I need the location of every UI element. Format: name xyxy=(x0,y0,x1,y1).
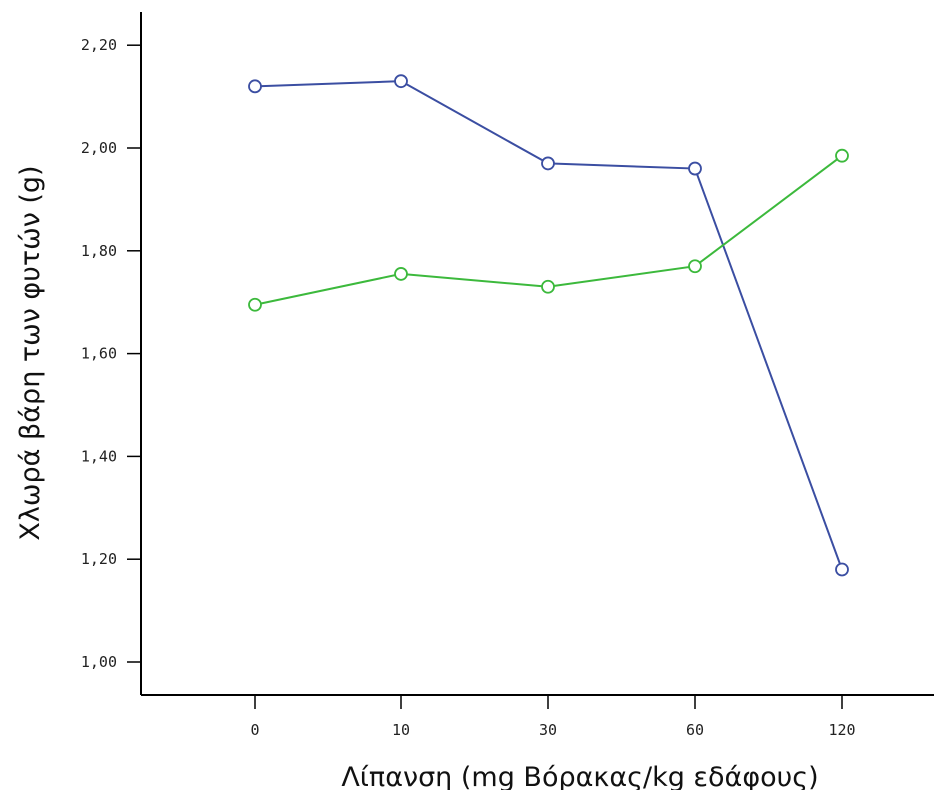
series-layer xyxy=(248,74,849,577)
x-tick-label: 10 xyxy=(392,721,410,739)
series-line-1 xyxy=(254,80,843,570)
x-tick-label: 0 xyxy=(250,721,259,739)
x-tick-label: 120 xyxy=(828,721,855,739)
data-point xyxy=(835,148,849,163)
data-point xyxy=(248,297,262,312)
data-point xyxy=(248,79,262,94)
data-point xyxy=(835,562,849,577)
x-axis: 0 10 30 60 120 xyxy=(141,694,934,739)
data-point xyxy=(688,161,702,176)
y-tick-label: 1,80 xyxy=(81,242,117,260)
y-tick-label: 1,00 xyxy=(81,653,117,671)
data-point xyxy=(541,156,555,171)
data-point xyxy=(541,279,555,294)
x-ticks: 0 10 30 60 120 xyxy=(250,695,856,739)
y-axis: 1,00 1,20 1,40 1,60 1,80 2,00 2,20 xyxy=(81,12,142,695)
x-tick-label: 60 xyxy=(686,721,704,739)
y-tick-label: 2,20 xyxy=(81,36,117,54)
y-tick-label: 2,00 xyxy=(81,139,117,157)
x-axis-title: Λίπανση (mg Βόρακας/kg εδάφους) xyxy=(341,762,818,790)
x-tick-label: 30 xyxy=(539,721,557,739)
data-point xyxy=(688,259,702,274)
y-axis-title: Χλωρά βάρη των φυτών (g) xyxy=(15,165,46,540)
y-tick-label: 1,60 xyxy=(81,345,117,363)
y-tick-label: 1,20 xyxy=(81,550,117,568)
data-point xyxy=(394,267,408,281)
y-tick-label: 1,40 xyxy=(81,447,117,465)
data-point xyxy=(394,74,408,89)
y-ticks: 1,00 1,20 1,40 1,60 1,80 2,00 2,20 xyxy=(81,36,141,671)
